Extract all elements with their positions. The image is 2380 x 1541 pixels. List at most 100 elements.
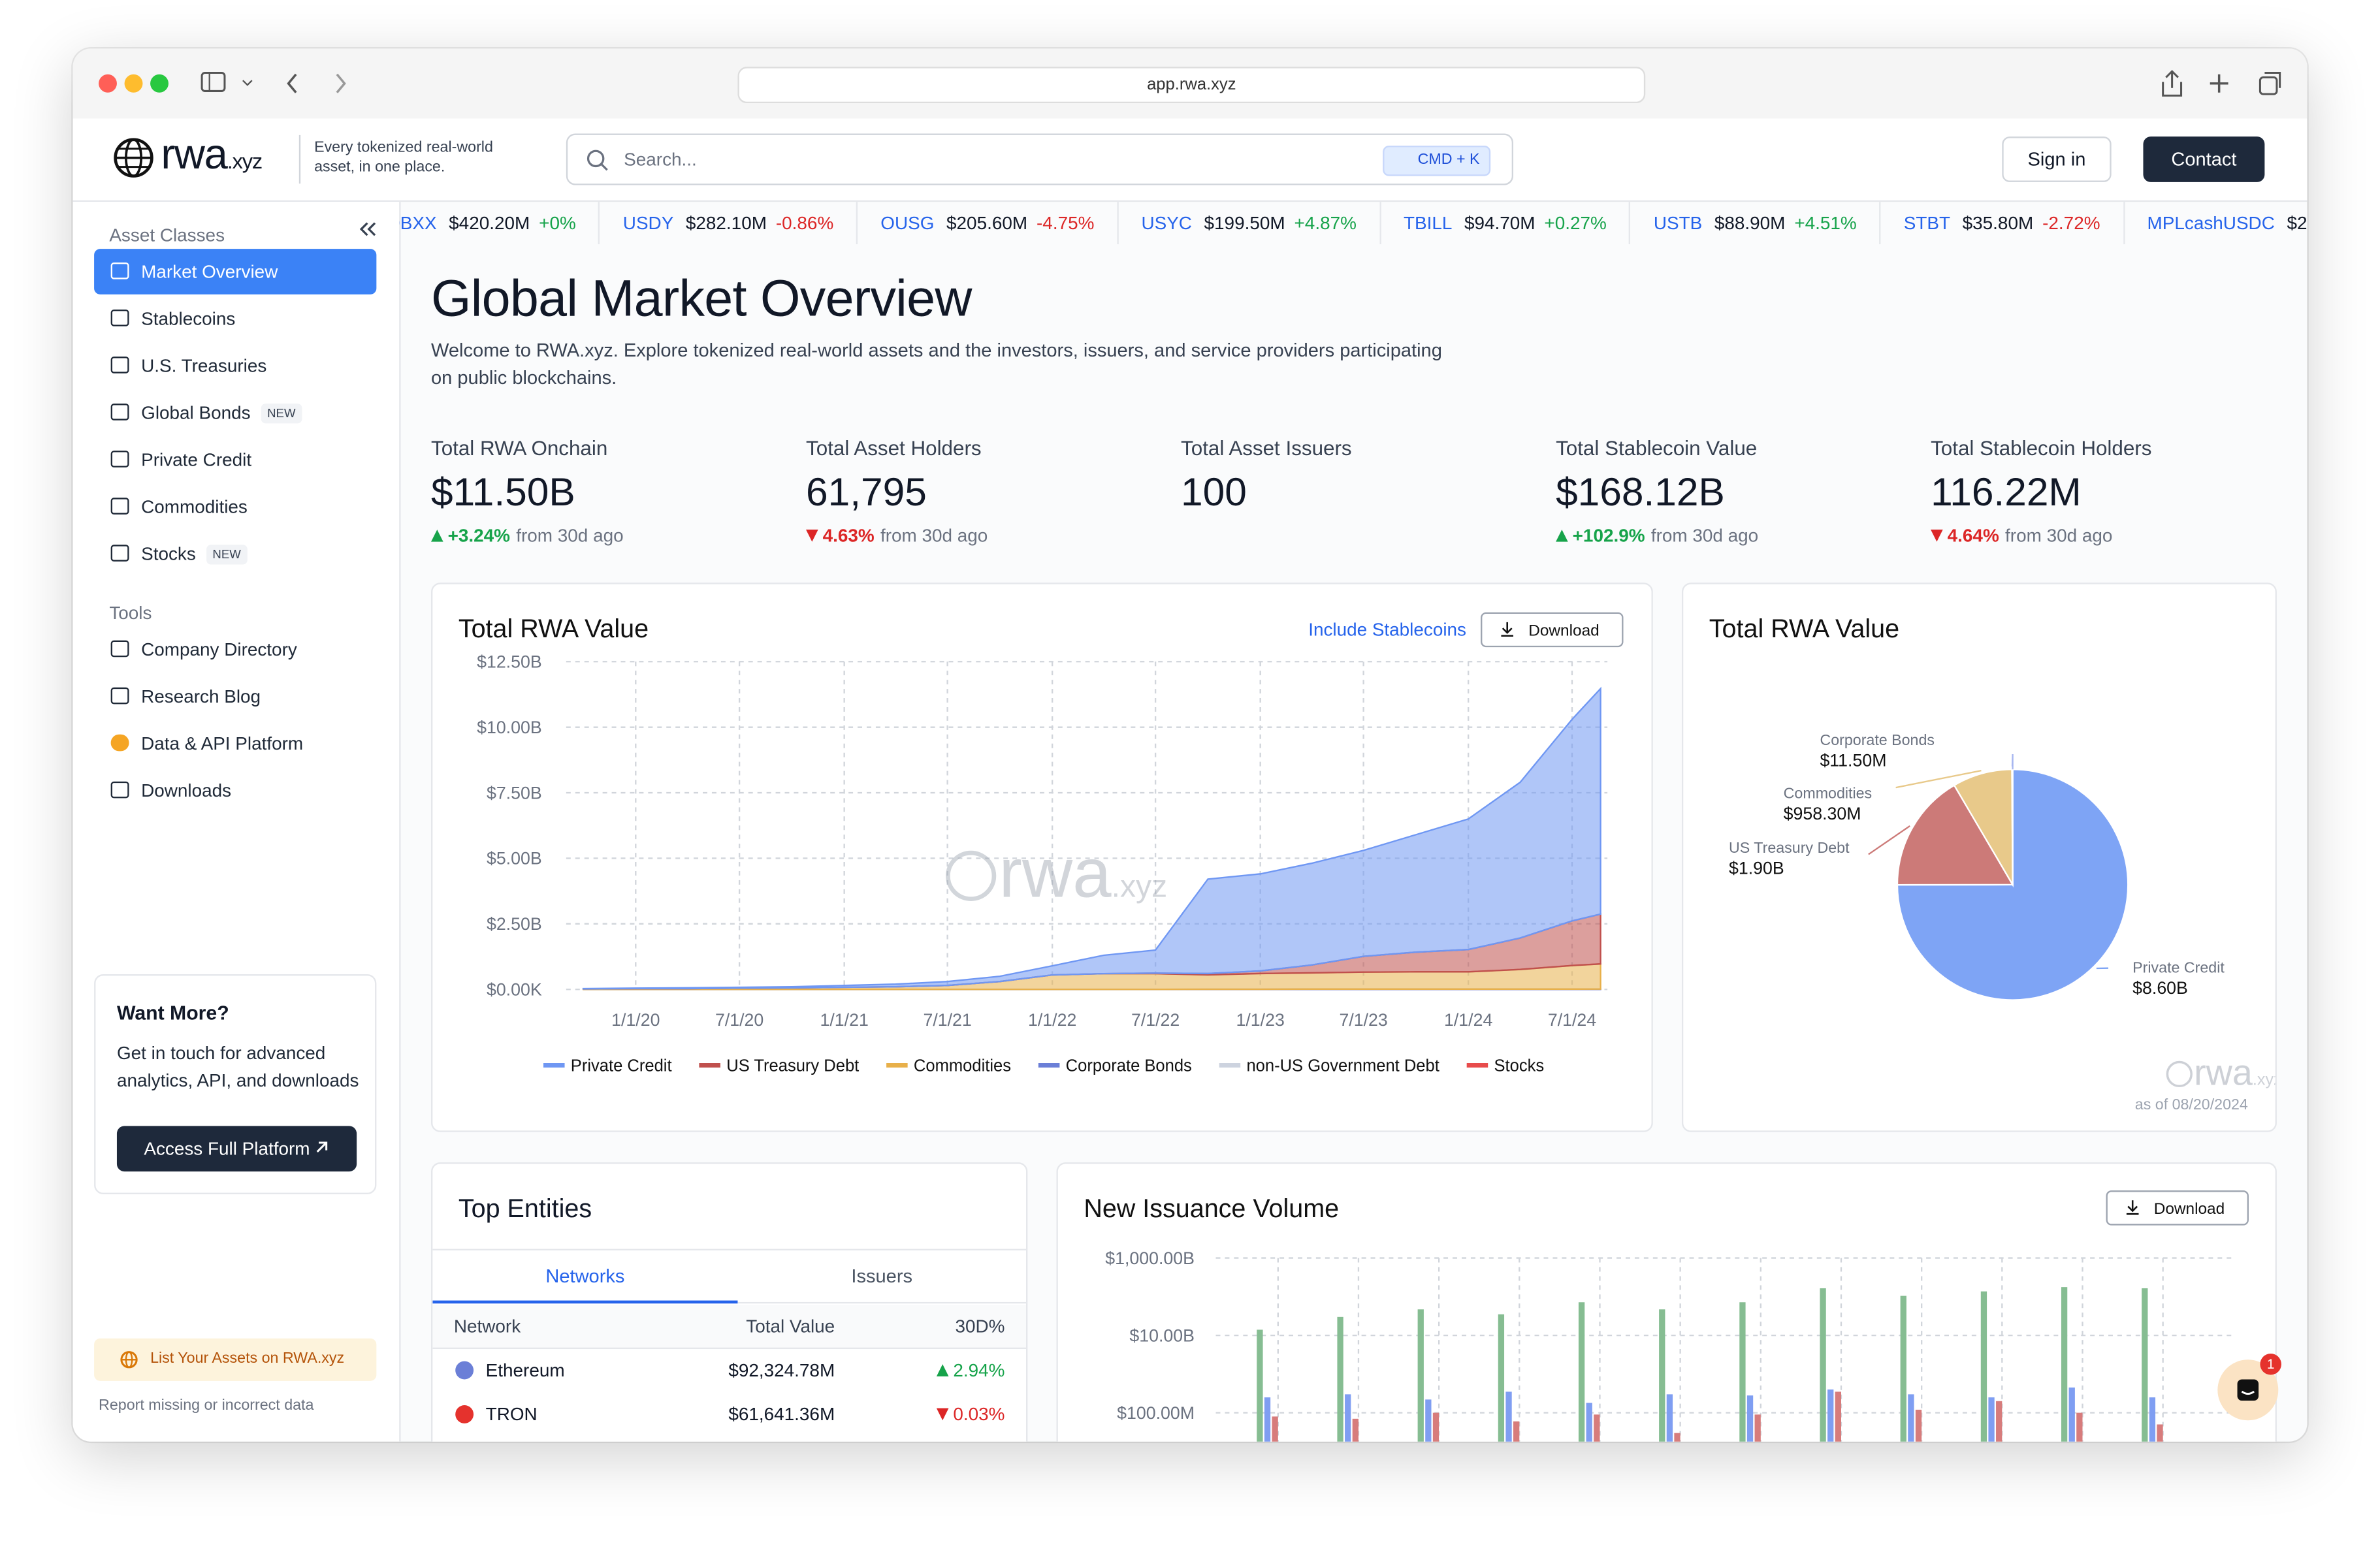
- bar: [1505, 1391, 1512, 1442]
- nav-item[interactable]: Data & API Platform: [94, 721, 376, 767]
- network-value: $61,641.36M: [728, 1403, 835, 1425]
- legend-label[interactable]: Commodities: [914, 1057, 1011, 1075]
- bar: [1425, 1399, 1432, 1442]
- browser-window: app.rwa.xyz rwa.xyz Every tokenized real…: [72, 48, 2308, 1442]
- slice-value: $958.30M: [1784, 804, 1861, 823]
- ticker-item[interactable]: DBXX $420.20M +0%: [399, 202, 600, 245]
- legend-label[interactable]: Stocks: [1494, 1057, 1545, 1075]
- rwa-value-card: Total RWA Value Include Stablecoins Downlo…: [431, 582, 1653, 1132]
- nav-item[interactable]: Global Bonds NEW: [94, 390, 376, 436]
- logo-text: rwa: [161, 130, 228, 178]
- list-assets-banner[interactable]: List Your Assets on RWA.xyz: [94, 1338, 377, 1381]
- globe-icon: [120, 1351, 138, 1369]
- legend-label[interactable]: Corporate Bonds: [1066, 1057, 1192, 1075]
- tab[interactable]: Networks: [432, 1250, 738, 1304]
- bar: [2061, 1287, 2068, 1442]
- logo[interactable]: rwa.xyz: [161, 130, 263, 179]
- bar: [1980, 1291, 1987, 1442]
- zoom-button[interactable]: [150, 74, 169, 93]
- nav-label: Data & API Platform: [141, 733, 304, 755]
- promo-text: Get in touch for advanced analytics, API…: [116, 1042, 359, 1090]
- tab[interactable]: Issuers: [737, 1250, 1027, 1304]
- contact-button[interactable]: Contact: [2143, 136, 2265, 182]
- trend-arrow: [936, 1408, 949, 1421]
- nav-item[interactable]: Market Overview: [94, 249, 377, 294]
- section-label: Asset Classes: [109, 224, 225, 246]
- nav-icon: [110, 734, 129, 752]
- change-note: from 30d ago: [2005, 525, 2113, 547]
- trend-arrow: [431, 530, 443, 542]
- nav-icon: [110, 451, 129, 468]
- collapse-button[interactable]: [355, 217, 379, 241]
- x-tick-label: 1/1/23: [1236, 1010, 1285, 1030]
- page-description: Welcome to RWA.xyz. Explore tokenized re…: [431, 340, 1442, 389]
- leader-line: [1895, 769, 1982, 789]
- include-stablecoins-link[interactable]: Include Stablecoins: [1308, 620, 1466, 640]
- nav-item[interactable]: U.S. Treasuries: [94, 343, 376, 389]
- ticker-item[interactable]: USDY $282.10M -0.86%: [600, 202, 858, 245]
- pie-chart: Total RWA Value Private Credit $8.60B US Tr…: [1709, 614, 2275, 1113]
- network-name: Ethereum: [485, 1359, 565, 1381]
- change-value: +102.9%: [1572, 525, 1645, 547]
- section-label: Tools: [109, 602, 152, 624]
- stat-value: $168.12B: [1556, 469, 1725, 515]
- logo-suffix: .xyz: [227, 148, 263, 173]
- nav-item[interactable]: Private Credit: [94, 437, 376, 483]
- chat-icon: [2237, 1379, 2259, 1401]
- download-icon: [1501, 622, 1514, 637]
- ticker-item[interactable]: STBT $35.80M -2.72%: [1881, 202, 2125, 245]
- sign-in-button[interactable]: Sign in: [2002, 136, 2112, 182]
- legend-label[interactable]: non-US Government Debt: [1246, 1057, 1439, 1075]
- watermark-globe: [2166, 1060, 2193, 1088]
- access-platform-button[interactable]: Access Full Platform: [116, 1126, 357, 1172]
- download-button[interactable]: Download: [1481, 612, 1624, 648]
- legend-label[interactable]: US Treasury Debt: [726, 1057, 859, 1075]
- change-value: 0.03%: [953, 1403, 1005, 1425]
- network-icon: [455, 1361, 474, 1380]
- ticker-value: $199.50M: [1204, 212, 1285, 234]
- chat-button[interactable]: 1: [2217, 1353, 2281, 1421]
- tagline: Every tokenized real-world asset, in one…: [314, 139, 493, 176]
- ticker-change: +0%: [539, 212, 576, 234]
- nav-item[interactable]: Research Blog: [94, 674, 376, 720]
- nav-item[interactable]: Company Directory: [94, 627, 376, 673]
- report-link[interactable]: Report missing or incorrect data: [99, 1397, 314, 1414]
- nav-item[interactable]: Stocks NEW: [94, 531, 376, 577]
- close-button[interactable]: [99, 74, 117, 93]
- contact-text: Contact: [2171, 148, 2237, 170]
- ticker-item[interactable]: MPLcashUSDC $20.: [2125, 202, 2308, 244]
- ticker-item[interactable]: TBILL $94.70M +0.27%: [1381, 202, 1632, 245]
- top-entities-card: Top Entities Networks Issuers Network Tota…: [431, 1162, 1028, 1442]
- bar-chart: New Issuance Volume Download $1,000.00B $10…: [1084, 1190, 2249, 1442]
- search-placeholder: Search...: [624, 148, 697, 170]
- bar: [1835, 1391, 1841, 1442]
- nav-label: Private Credit: [141, 449, 252, 471]
- minimize-button[interactable]: [124, 74, 143, 93]
- url-text: app.rwa.xyz: [1147, 76, 1236, 95]
- nav-item[interactable]: Stablecoins: [94, 296, 376, 342]
- address-bar[interactable]: app.rwa.xyz: [737, 67, 1646, 104]
- bar: [1264, 1397, 1271, 1442]
- bar: [1417, 1309, 1424, 1442]
- bar: [1827, 1389, 1834, 1442]
- site-header: rwa.xyz Every tokenized real-world asset…: [72, 118, 2308, 202]
- stat: Total Asset Holders 61,795 4.63% from 30d a…: [806, 437, 1170, 547]
- search-box[interactable]: Search... CMD + K: [566, 133, 1514, 185]
- nav-item[interactable]: Commodities: [94, 484, 376, 530]
- bar: [1498, 1314, 1505, 1442]
- legend-label[interactable]: Private Credit: [571, 1057, 672, 1075]
- issuance-card: New Issuance Volume Download $1,000.00B $10…: [1056, 1162, 2277, 1442]
- download-button[interactable]: Download: [2106, 1190, 2249, 1226]
- ticker-item[interactable]: OUSG $205.60M -4.75%: [858, 202, 1119, 245]
- column-header: Network: [453, 1315, 521, 1337]
- new-badge: NEW: [261, 404, 302, 424]
- ticker-item[interactable]: USTB $88.90M +4.51%: [1631, 202, 1881, 245]
- bar: [1900, 1295, 1906, 1442]
- watermark-logo: rwa: [2194, 1053, 2253, 1093]
- chart-title: Total RWA Value: [458, 614, 649, 643]
- watermark: rwa.xyz: [946, 833, 1167, 912]
- ticker-item[interactable]: USYC $199.50M +4.87%: [1119, 202, 1381, 245]
- nav-item[interactable]: Downloads: [94, 768, 376, 814]
- stat-label: Total Stablecoin Value: [1556, 437, 1758, 460]
